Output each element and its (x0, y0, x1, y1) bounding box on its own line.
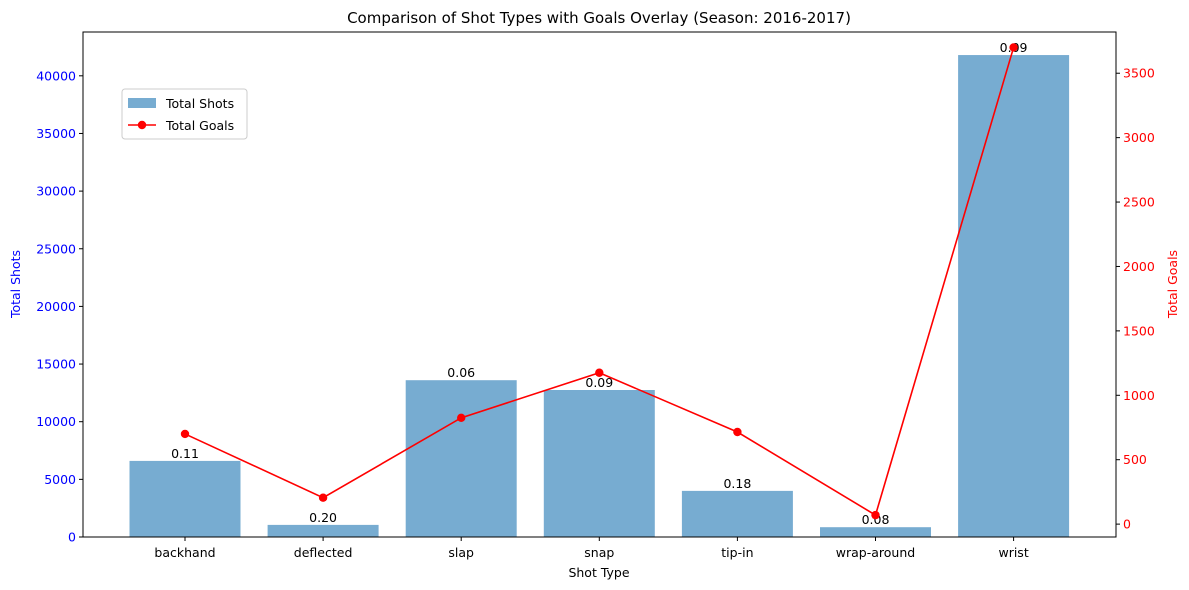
goals-point-wrist (1009, 43, 1018, 52)
right-tick-label: 1000 (1123, 388, 1155, 403)
goals-point-deflected (318, 493, 328, 502)
x-axis-label: Shot Type (568, 565, 629, 580)
x-axis: backhand deflected slap snap tip-in wrap-arou… (154, 537, 1029, 560)
legend-label-total-goals: Total Goals (165, 118, 234, 133)
chart-title: Comparison of Shot Types with Goals Over… (347, 9, 851, 27)
bar-label-tip-in: 0.18 (723, 476, 751, 491)
legend-marker-total-goals (137, 120, 147, 130)
bar-slap (405, 380, 517, 537)
right-tick-label: 2000 (1123, 259, 1155, 274)
bar-label-wrap-around: 0.08 (862, 512, 890, 527)
x-tick-label-slap: slap (448, 545, 474, 560)
right-tick-label: 3000 (1123, 130, 1155, 145)
bar-wrap-around (820, 527, 931, 537)
left-y-axis: 0 5000 10000 15000 20000 25000 30000 35000 40000 (36, 68, 83, 545)
left-tick-label: 20000 (36, 299, 76, 314)
left-tick-label: 40000 (36, 68, 76, 83)
bar-wrist (958, 55, 1070, 538)
goals-point-snap (595, 368, 604, 377)
right-tick-label: 2500 (1123, 195, 1155, 210)
right-tick-label: 1500 (1123, 323, 1155, 338)
goals-point-slap (457, 413, 466, 423)
x-tick-label-wrap-around: wrap-around (836, 545, 915, 560)
right-tick-label: 0 (1123, 517, 1131, 532)
x-tick-label-backhand: backhand (154, 545, 215, 560)
bar-tip-in (681, 490, 793, 537)
right-y-axis-label: Total Goals (1165, 250, 1180, 319)
legend: Total Shots Total Goals (121, 88, 248, 140)
x-tick-label-wrist: wrist (998, 545, 1028, 560)
right-tick-label: 3500 (1123, 66, 1155, 81)
x-tick-label-tip-in: tip-in (721, 545, 753, 560)
x-tick-label-snap: snap (584, 545, 614, 560)
bar-deflected (267, 524, 379, 537)
goals-point-wrap-around (871, 510, 880, 520)
bar-label-deflected: 0.20 (309, 510, 337, 525)
legend-swatch-total-shots (128, 98, 156, 108)
right-y-axis: 0 500 1000 1500 2000 2500 3000 3500 (1116, 66, 1155, 532)
left-tick-label: 15000 (36, 357, 76, 372)
left-tick-label: 10000 (36, 414, 76, 429)
goals-point-tip-in (733, 427, 742, 437)
left-tick-label: 5000 (44, 472, 76, 487)
left-y-axis-label: Total Shots (8, 250, 23, 319)
goals-point-backhand (180, 429, 190, 439)
left-tick-label: 30000 (36, 184, 76, 199)
bar-label-snap: 0.09 (585, 375, 613, 390)
bar-snap (543, 389, 655, 537)
x-tick-label-deflected: deflected (294, 545, 353, 560)
goals-line-layer (180, 43, 1018, 520)
bar-label-backhand: 0.11 (171, 446, 199, 461)
bar-label-slap: 0.06 (447, 365, 475, 380)
left-tick-label: 35000 (36, 126, 76, 141)
legend-label-total-shots: Total Shots (165, 96, 234, 111)
left-tick-label: 0 (68, 530, 76, 545)
left-tick-label: 25000 (36, 241, 76, 256)
bar-backhand (129, 460, 241, 537)
right-tick-label: 500 (1123, 452, 1147, 467)
bars-layer: 0.110.200.060.090.180.080.09 (129, 40, 1070, 538)
